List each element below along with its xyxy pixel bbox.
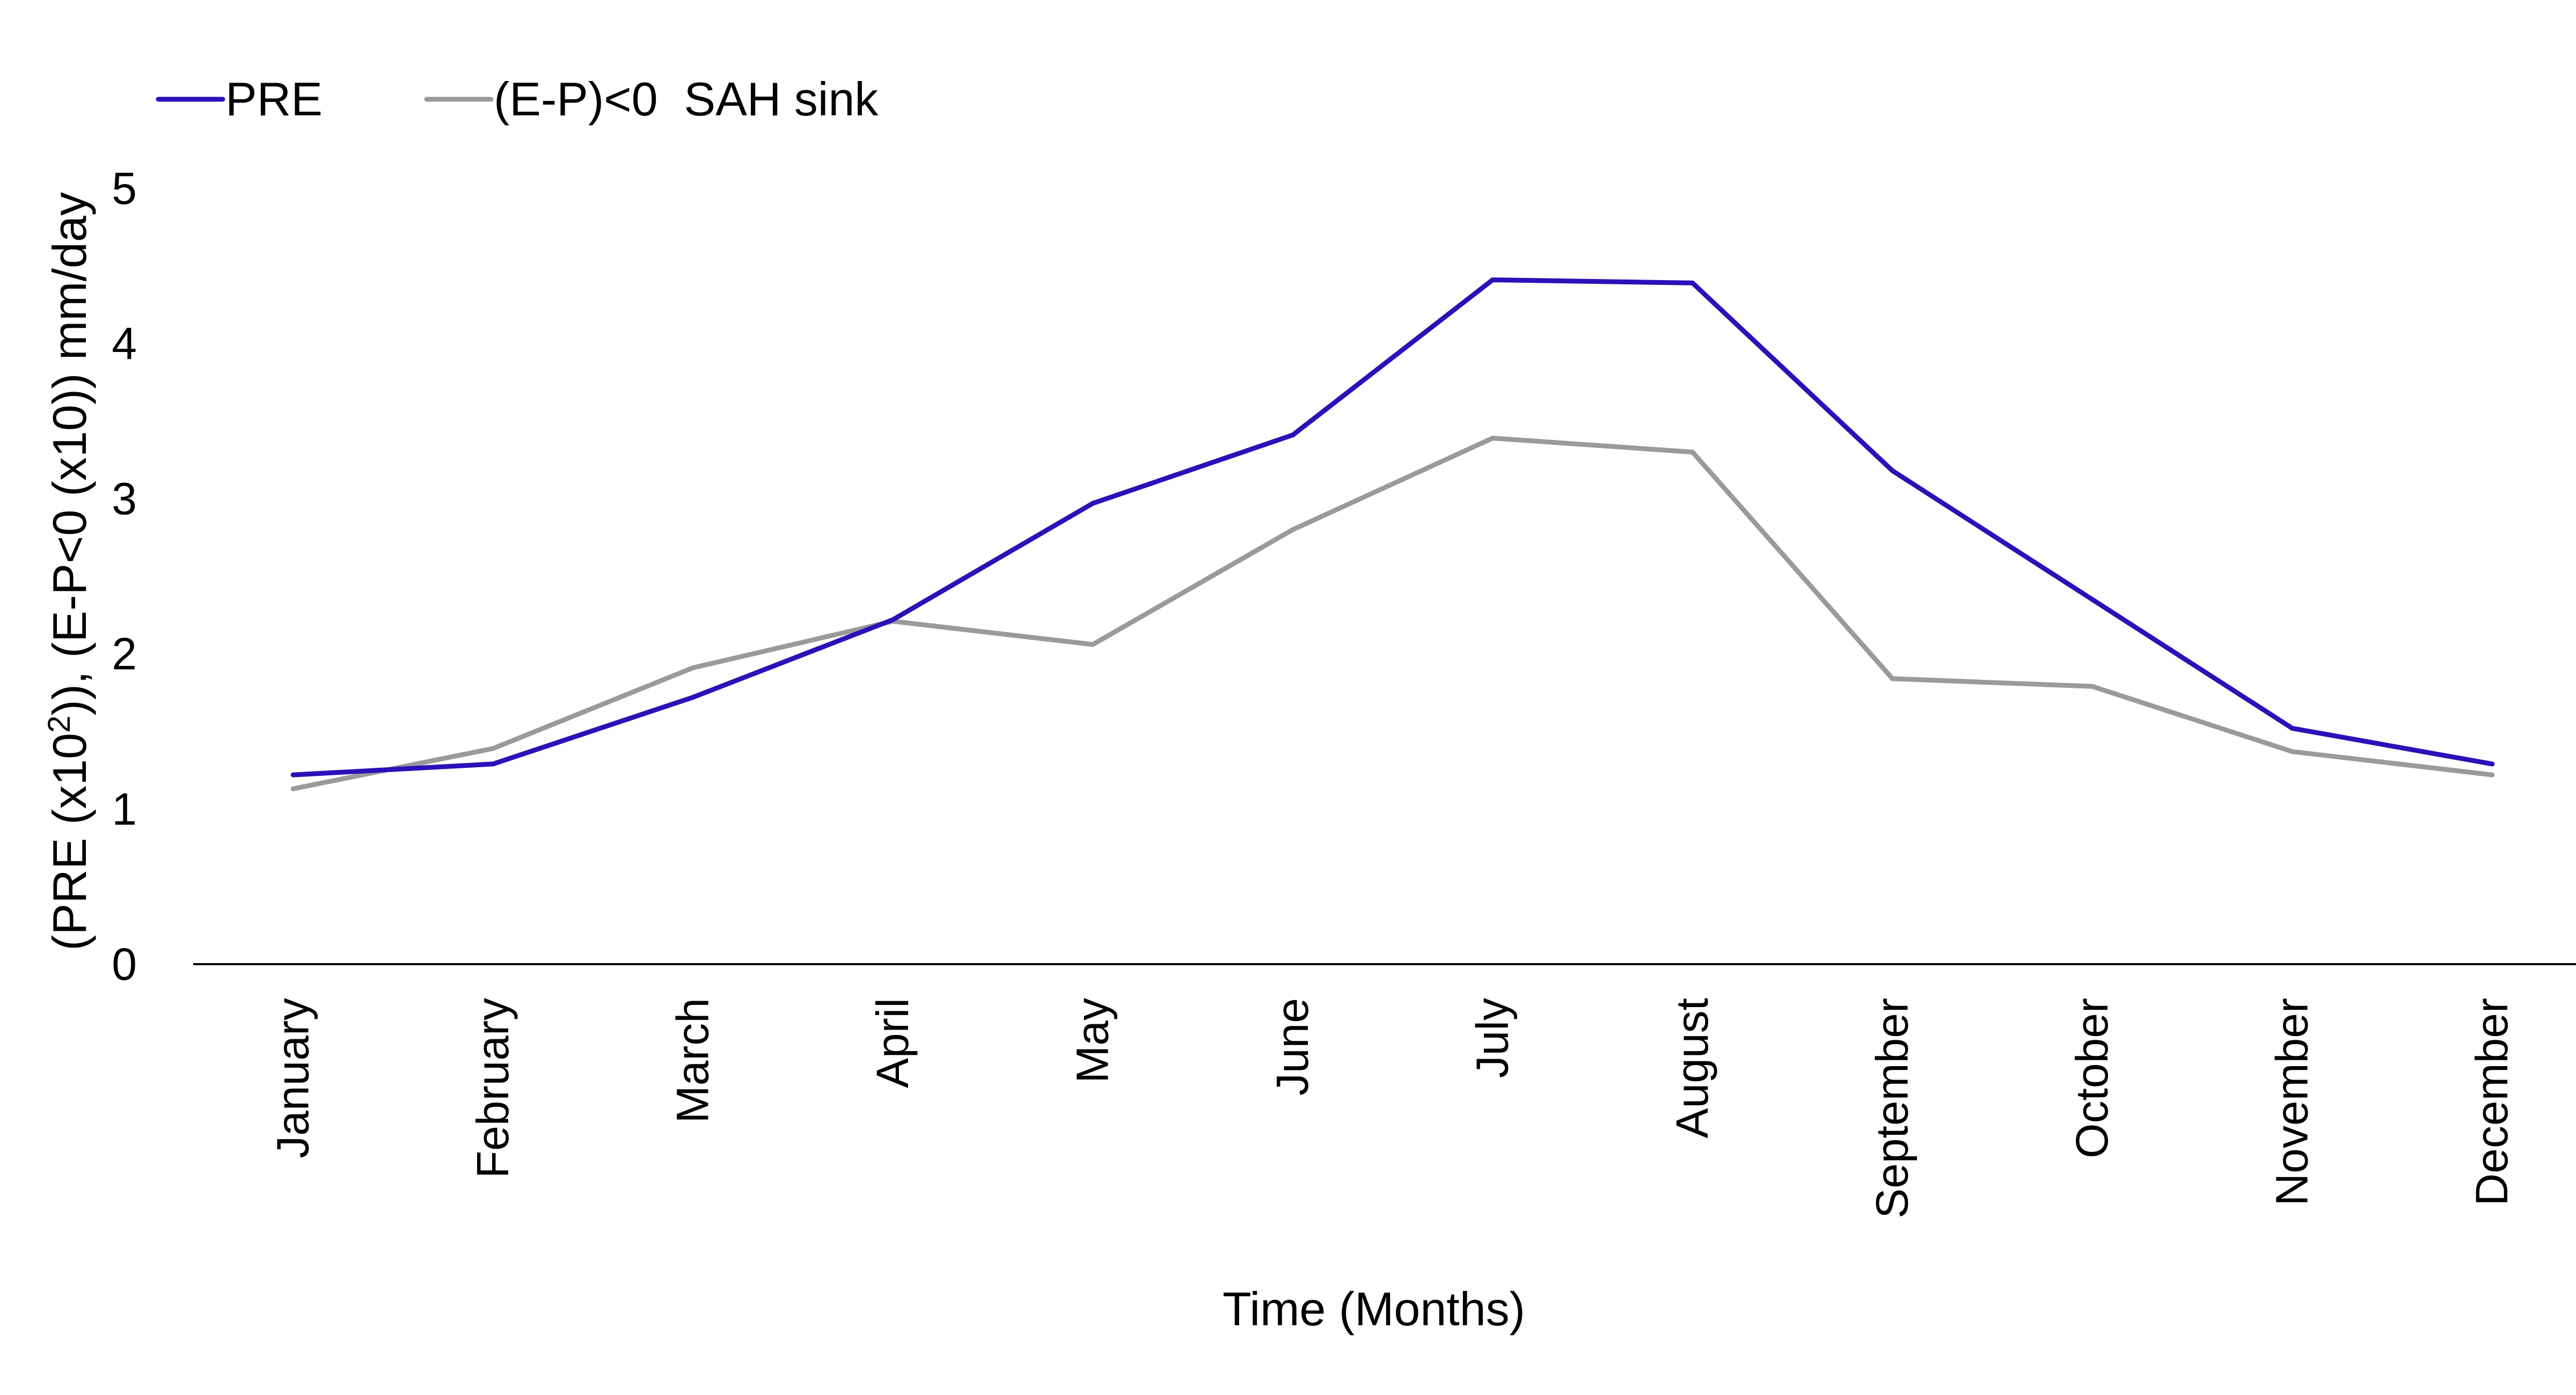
data-point: [2090, 597, 2095, 602]
plot-area: [290, 277, 2495, 791]
series-line-pre: [290, 277, 2495, 777]
data-point: [491, 761, 496, 767]
legend-label: (E-P)<0 SAH sink: [494, 72, 879, 126]
data-point: [2289, 725, 2295, 731]
data-point: [1490, 277, 1495, 283]
data-point: [1090, 642, 1095, 647]
x-tick-label: July: [1467, 998, 1517, 1078]
series-line-sah-sink: [290, 436, 2495, 791]
y-tick-label: 5: [112, 163, 137, 214]
data-point: [690, 665, 696, 671]
y-tick-label: 3: [112, 473, 137, 524]
x-tick-label: November: [2266, 998, 2317, 1206]
data-point: [491, 746, 496, 751]
x-tick-label: December: [2467, 998, 2517, 1206]
x-tick-label: April: [867, 998, 918, 1088]
x-axis-title: Time (Months): [1223, 1282, 1525, 1335]
x-axis: January February March April May June July Augu…: [193, 963, 2576, 1218]
x-tick-label: September: [1867, 998, 1917, 1218]
data-point: [1290, 527, 1296, 532]
data-point: [1690, 280, 1695, 285]
data-point: [2289, 749, 2295, 754]
x-tick-label: October: [2067, 998, 2117, 1158]
legend: PRE (E-P)<0 SAH sink: [156, 72, 879, 126]
data-point: [690, 695, 696, 700]
data-point: [2090, 684, 2095, 689]
x-tick-label: May: [1067, 998, 1117, 1083]
data-point: [1090, 501, 1095, 506]
data-point: [1890, 468, 1895, 473]
data-point: [2490, 772, 2495, 777]
data-point: [1890, 676, 1895, 681]
x-tick-label: March: [667, 998, 718, 1123]
data-point: [2490, 761, 2495, 767]
data-point: [890, 617, 896, 622]
x-tick-label: June: [1267, 998, 1318, 1096]
data-point: [1690, 450, 1695, 455]
y-axis: 0 1 2 3 4 5: [112, 163, 137, 989]
data-point: [290, 786, 296, 791]
y-tick-label: 0: [112, 939, 137, 989]
x-tick-label: February: [467, 998, 518, 1178]
x-tick-label: August: [1667, 998, 1717, 1139]
y-tick-label: 4: [112, 318, 137, 369]
x-tick-label: January: [267, 998, 318, 1158]
data-point: [290, 772, 296, 777]
y-tick-label: 2: [112, 629, 137, 679]
y-tick-label: 1: [112, 784, 137, 834]
data-point: [1290, 432, 1296, 438]
data-point: [1490, 436, 1495, 441]
y-axis-title: (PRE (x102)), (E-P<0 (x10)) mm/day: [42, 192, 96, 951]
legend-label: PRE: [225, 72, 323, 126]
